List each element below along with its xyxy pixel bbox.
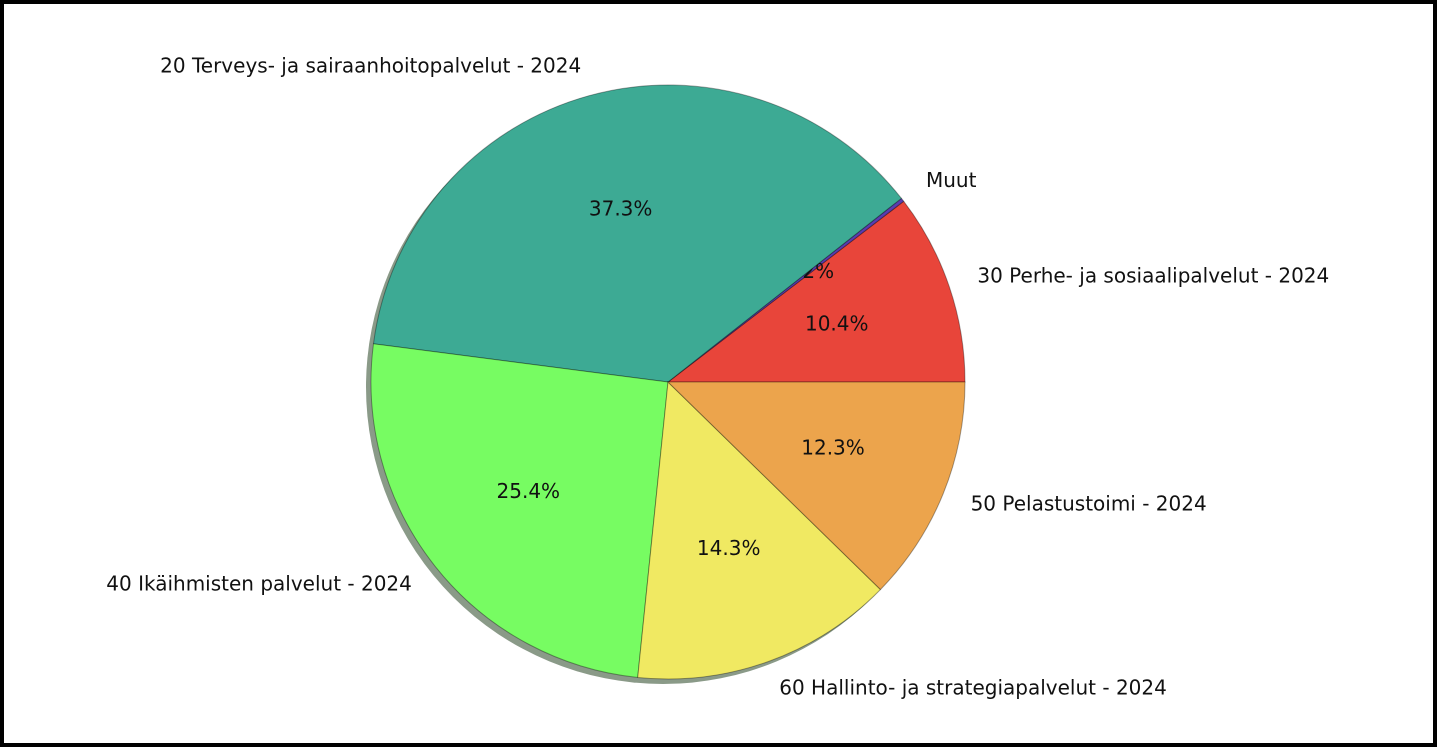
percent-label: 37.3% (589, 197, 653, 221)
pie-slice (666, 200, 966, 383)
percent-label: 10.4% (805, 311, 869, 335)
slice-label: 50 Pelastustoimi - 2024 (971, 492, 1207, 516)
pie-slice (666, 381, 966, 591)
slice-label: 30 Perhe- ja sosiaalipalvelut - 2024 (977, 264, 1329, 288)
slice-label: 20 Terveys- ja sairaanhoitopalvelut - 20… (160, 54, 581, 78)
slice-label: 60 Hallinto- ja strategiapalvelut - 2024 (779, 676, 1167, 700)
pie-slice (370, 343, 669, 678)
percent-label: 25.4% (497, 479, 561, 503)
pie-slice (667, 197, 905, 383)
percent-label: 14.3% (697, 536, 761, 560)
pie-slice (637, 380, 882, 680)
slice-label: Muut (926, 168, 977, 192)
percent-label: 12.3% (801, 436, 865, 460)
slice-label: 40 Ikäihmisten palvelut - 2024 (106, 571, 412, 595)
pie-slice (372, 84, 903, 383)
